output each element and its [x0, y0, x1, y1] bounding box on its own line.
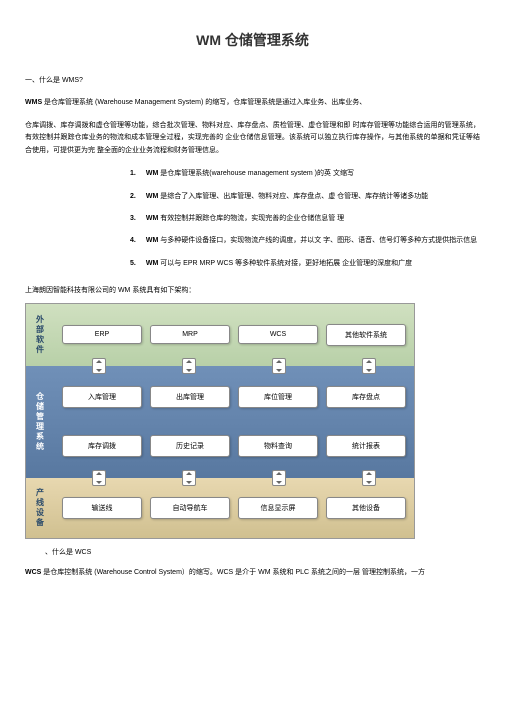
vlabel-wm: 仓储管理系统: [26, 366, 54, 478]
vlabel-hardware: 产线设备: [26, 478, 54, 538]
paragraph-2: 仓库调拨、库存调拨和虚仓管理等功能，综合批次管理、物料对应、库存盘点、质检管理、…: [25, 120, 480, 158]
list-num: 1.: [130, 167, 136, 180]
dbox-other-sw: 其他软件系统: [326, 324, 406, 346]
diagram-row-hardware: 输送线 自动导航车 信息显示屏 其他设备: [54, 478, 414, 538]
list-item: 1. WM 是仓库管理系统(warehouse management syste…: [130, 167, 480, 180]
connector-icon: [182, 470, 196, 486]
dbox-display: 信息显示屏: [238, 497, 318, 519]
dbox-outbound: 出库管理: [150, 386, 230, 408]
dbox-history: 历史记录: [150, 435, 230, 457]
dbox-mrp: MRP: [150, 325, 230, 344]
list-item: 2. WM 是综合了入库管理、出库管理、物料对应、库存盘点、虚 仓管理、库存统计…: [130, 190, 480, 203]
dbox-erp: ERP: [62, 325, 142, 344]
list-text: WM 有效控制并跟踪仓库的物流，实现完善的企业仓储信息管 理: [146, 212, 480, 225]
p1-text: 是仓库管理系统 (Warehouse Management System) 的缩…: [42, 99, 366, 106]
dbox-material: 物料查询: [238, 435, 318, 457]
diagram-row-wm: 入库管理 出库管理 库位管理 库存盘点 库存调拨 历史记录 物料查询 统计报表: [54, 366, 414, 478]
list-num: 4.: [130, 234, 136, 247]
list-num: 5.: [130, 257, 136, 270]
connector-icon: [272, 470, 286, 486]
list-text: WM 是仓库管理系统(warehouse management system )…: [146, 167, 480, 180]
list-num: 2.: [130, 190, 136, 203]
connector-icon: [362, 470, 376, 486]
diagram-row-external: ERP MRP WCS 其他软件系统: [54, 304, 414, 366]
architecture-intro: 上海朗因智能科技有限公司的 WM 系统具有如下架构：: [25, 285, 480, 295]
dbox-other-hw: 其他设备: [326, 497, 406, 519]
connector-icon: [362, 358, 376, 374]
section-2-header: 、什么是 WCS: [45, 547, 480, 557]
list-item: 3. WM 有效控制并跟踪仓库的物流，实现完善的企业仓储信息管 理: [130, 212, 480, 225]
paragraph-wcs: WCS 是仓库控制系统 (Warehouse Control System）的缩…: [25, 567, 480, 580]
wcs-bold: WCS: [25, 569, 41, 576]
paragraph-1: WMS 是仓库管理系统 (Warehouse Management System…: [25, 97, 480, 110]
list-item: 4. WM 与多种硬件设备接口，实现物流产线的调度，并以文 字、图形、语音、信号…: [130, 234, 480, 247]
wms-bold: WMS: [25, 99, 42, 106]
architecture-diagram: 外部软件 仓储管理系统 产线设备 ERP MRP WCS 其他软件系统 入库管理…: [25, 303, 415, 539]
connector-icon: [92, 358, 106, 374]
wcs-text: 是仓库控制系统 (Warehouse Control System）的缩写。WC…: [41, 569, 425, 576]
dbox-report: 统计报表: [326, 435, 406, 457]
page-title: WM 仓储管理系统: [25, 30, 480, 50]
connector-icon: [182, 358, 196, 374]
list-text: WM 可以与 EPR MRP WCS 等多种软件系统对接，更好地拓展 企业管理的…: [146, 257, 480, 270]
dbox-conveyor: 输送线: [62, 497, 142, 519]
dbox-agv: 自动导航车: [150, 497, 230, 519]
list-num: 3.: [130, 212, 136, 225]
list-item: 5. WM 可以与 EPR MRP WCS 等多种软件系统对接，更好地拓展 企业…: [130, 257, 480, 270]
section-1-header: 一、什么是 WMS?: [25, 75, 480, 85]
dbox-inbound: 入库管理: [62, 386, 142, 408]
list-text: WM 是综合了入库管理、出库管理、物料对应、库存盘点、虚 仓管理、库存统计等诸多…: [146, 190, 480, 203]
dbox-wcs: WCS: [238, 325, 318, 344]
feature-list: 1. WM 是仓库管理系统(warehouse management syste…: [130, 167, 480, 269]
vlabel-external: 外部软件: [26, 304, 54, 366]
list-text: WM 与多种硬件设备接口，实现物流产线的调度，并以文 字、图形、语音、信号灯等多…: [146, 234, 480, 247]
dbox-location: 库位管理: [238, 386, 318, 408]
dbox-transfer: 库存调拨: [62, 435, 142, 457]
connector-icon: [92, 470, 106, 486]
diagram-vlabels: 外部软件 仓储管理系统 产线设备: [26, 304, 54, 538]
connector-icon: [272, 358, 286, 374]
dbox-inventory: 库存盘点: [326, 386, 406, 408]
